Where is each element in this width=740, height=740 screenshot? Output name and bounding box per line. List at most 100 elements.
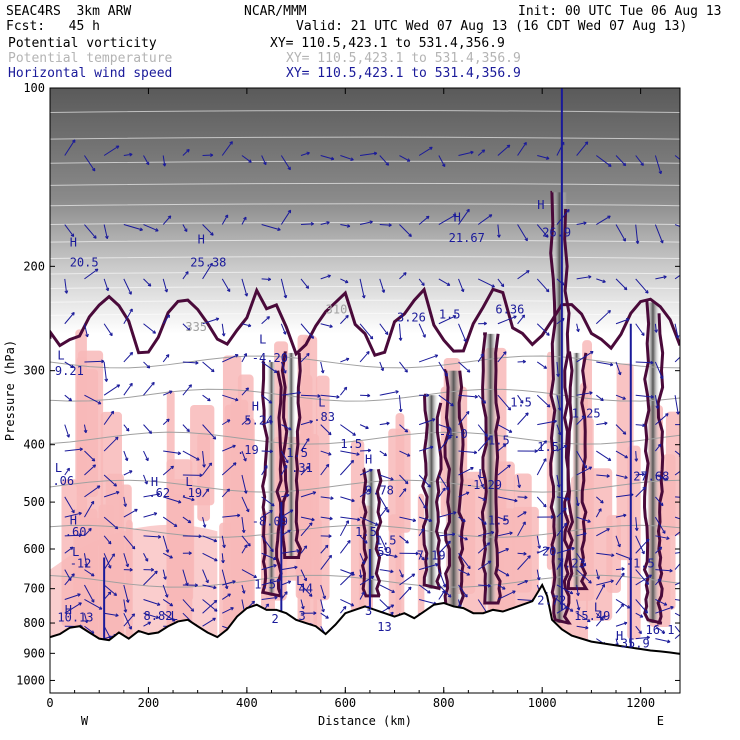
wind-arrow — [635, 625, 642, 634]
wind-arrow — [221, 553, 224, 563]
wind-arrow — [517, 270, 530, 280]
wind-arrow — [143, 512, 157, 518]
wind-arrow — [202, 516, 206, 528]
wind-arrowhead — [145, 457, 149, 462]
wind-arrow — [261, 510, 273, 518]
wind-arrowhead — [617, 543, 621, 548]
wind-arrow — [182, 323, 191, 331]
contour-annotation: -4.20 — [252, 351, 288, 365]
wind-arrowhead — [253, 574, 257, 579]
wind-arrowhead — [606, 528, 610, 532]
wind-arrowhead — [266, 316, 270, 320]
wind-arrowhead — [124, 457, 129, 462]
forecast-hour: Fcst: 45 h — [6, 19, 100, 34]
wind-arrowhead — [186, 327, 191, 332]
wind-arrow — [655, 569, 673, 572]
wind-arrowhead — [246, 417, 250, 422]
wind-arrowhead — [590, 350, 594, 355]
wind-arrowhead — [634, 458, 639, 462]
wind-arrowhead — [644, 610, 649, 614]
wind-arrow — [83, 553, 88, 567]
wind-arrowhead — [550, 515, 554, 519]
wind-arrowhead — [621, 567, 625, 571]
wind-arrowhead — [442, 583, 447, 588]
wind-arrow — [103, 491, 120, 498]
wind-arrow — [103, 625, 112, 639]
contour-annotation: H — [151, 475, 158, 489]
contour-annotation: .62 — [148, 486, 170, 500]
wind-arrowhead — [512, 590, 516, 594]
wind-arrowhead — [648, 574, 653, 578]
wind-arrow — [103, 553, 115, 570]
wind-arrowhead — [480, 353, 484, 357]
wind-arrowhead — [420, 528, 425, 532]
wind-arrow — [241, 278, 248, 297]
wind-arrow — [458, 491, 470, 498]
wind-arrowhead — [682, 352, 685, 355]
wind-arrow — [635, 323, 645, 336]
wind-arrow — [674, 625, 680, 634]
wind-arrowhead — [505, 547, 509, 552]
wind-arrowhead — [151, 381, 155, 386]
wind-arrowhead — [367, 448, 372, 453]
wind-arrowhead — [663, 602, 668, 606]
wind-arrowhead — [90, 500, 95, 505]
wind-arrowhead — [598, 508, 602, 512]
wind-arrow — [202, 361, 215, 373]
field-xy-wind: XY= 110.5,423.1 to 531.4,356.9 — [286, 66, 521, 81]
wind-arrow — [556, 424, 562, 436]
wind-arrow — [162, 215, 172, 225]
wind-arrow — [84, 450, 96, 462]
wind-arrowhead — [626, 318, 630, 322]
wind-arrowhead — [243, 458, 247, 462]
contour-annotation: 8.82 — [144, 609, 173, 623]
wind-arrowhead — [487, 560, 492, 565]
wind-arrowhead — [84, 619, 89, 624]
contour-annotation: 1.25 — [572, 407, 601, 421]
wind-arrowhead — [357, 517, 361, 522]
theta-contour — [50, 431, 680, 445]
contour-annotation: .31 — [291, 461, 313, 475]
pv-strong-column — [365, 469, 378, 596]
wind-arrowhead — [92, 464, 97, 468]
wind-arrowhead — [576, 502, 580, 507]
contour-annotation: -4.0 — [439, 427, 468, 441]
wind-arrowhead — [583, 532, 587, 536]
wind-arrow — [576, 552, 587, 567]
wind-arrow — [497, 532, 513, 537]
wind-arrow — [615, 224, 626, 242]
wind-arrowhead — [166, 314, 170, 318]
wind-arrowhead — [227, 593, 231, 597]
wind-arrow — [103, 410, 115, 425]
wind-arrowhead — [311, 517, 315, 522]
wind-arrowhead — [156, 602, 161, 606]
wind-arrowhead — [685, 163, 688, 166]
wind-arrowhead — [306, 352, 310, 357]
wind-arrowhead — [342, 605, 347, 610]
wind-arrowhead — [670, 605, 674, 610]
wind-arrowhead — [524, 495, 528, 500]
wind-arrowhead — [155, 228, 159, 232]
tropopause-pv-contour — [50, 286, 680, 357]
wind-arrowhead — [545, 288, 550, 293]
terrain-line — [50, 582, 680, 655]
wind-arrowhead — [88, 527, 92, 532]
wind-arrowhead — [490, 530, 495, 535]
wind-arrowhead — [91, 167, 96, 172]
wind-arrowhead — [617, 371, 622, 376]
wind-arrow — [241, 584, 245, 594]
wind-arrowhead — [470, 466, 474, 471]
wind-arrow — [576, 516, 591, 523]
pv-fill-region — [665, 411, 680, 536]
wind-arrowhead — [236, 513, 241, 518]
wind-arrow — [655, 599, 667, 606]
wind-arrowhead — [606, 474, 610, 478]
wind-arrow — [477, 353, 484, 363]
wind-arrow — [202, 569, 209, 583]
wind-arrowhead — [306, 151, 310, 156]
wind-arrowhead — [553, 419, 557, 424]
contour-annotation: 1.5 — [286, 446, 308, 460]
wind-arrow — [64, 546, 74, 554]
contour-annotation: .83 — [313, 410, 335, 424]
wind-arrowhead — [345, 314, 349, 319]
